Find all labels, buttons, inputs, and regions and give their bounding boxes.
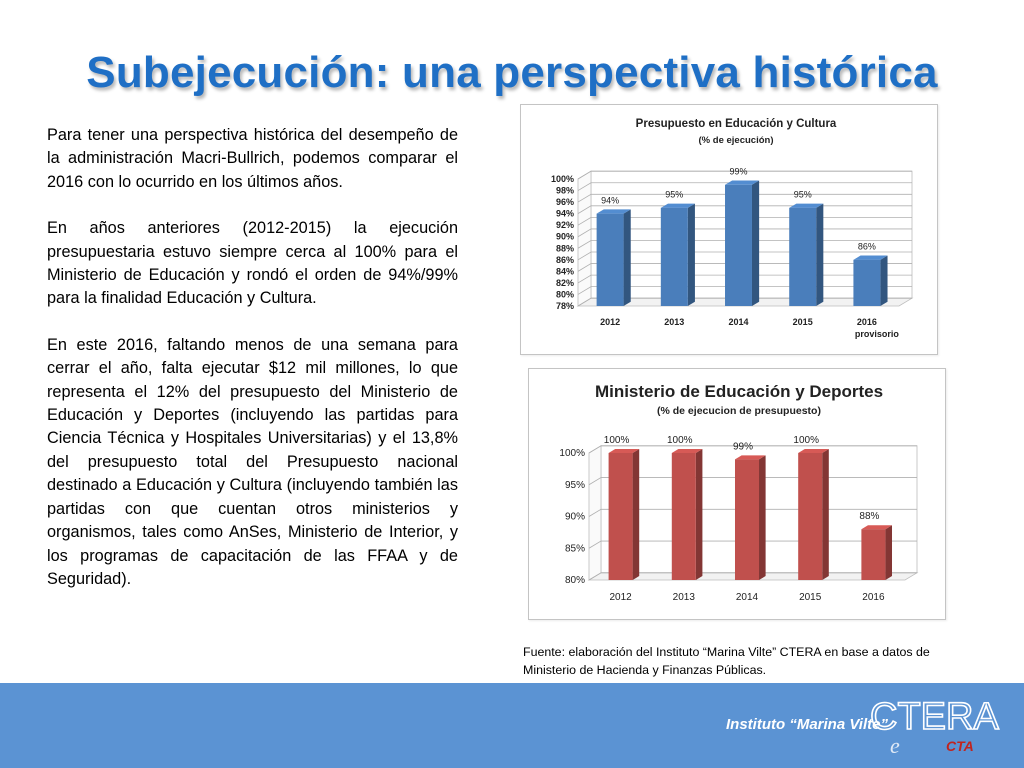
bar-top bbox=[789, 203, 824, 208]
ctera-logo: CTERA e CTA bbox=[869, 695, 1000, 757]
x-tick-sublabel: provisorio bbox=[855, 329, 900, 339]
y-tick-label: 96% bbox=[556, 197, 574, 207]
bar-side bbox=[880, 255, 888, 306]
x-tick-label: 2013 bbox=[664, 317, 684, 327]
bar-side bbox=[687, 203, 695, 306]
paragraph-previous-years: En años anteriores (2012-2015) la ejecuc… bbox=[47, 219, 458, 308]
data-label: 100% bbox=[667, 435, 693, 446]
data-label: 100% bbox=[793, 435, 819, 446]
data-label: 94% bbox=[601, 195, 619, 205]
bar-top bbox=[853, 255, 888, 260]
chart-gridline bbox=[577, 193, 912, 203]
logo-e-mark: e bbox=[890, 733, 900, 757]
data-label: 99% bbox=[733, 441, 753, 452]
x-tick-label: 2014 bbox=[736, 592, 759, 603]
x-tick-label: 2016 bbox=[857, 317, 877, 327]
bar-side bbox=[759, 455, 766, 580]
bar-side bbox=[885, 525, 893, 580]
chart-presupuesto-educacion-cultura: Presupuesto en Educación y Cultura (% de … bbox=[520, 104, 938, 355]
bar-top bbox=[734, 455, 766, 460]
bar bbox=[798, 453, 823, 580]
chart-gridline bbox=[588, 445, 917, 454]
data-label: 99% bbox=[729, 166, 747, 176]
x-tick-label: 2013 bbox=[673, 592, 696, 603]
bar-top bbox=[861, 525, 893, 530]
bar bbox=[853, 259, 881, 306]
y-tick-label: 80% bbox=[565, 575, 585, 586]
source-note: Fuente: elaboración del Instituto “Marin… bbox=[523, 645, 930, 677]
bar-top bbox=[660, 203, 695, 208]
bar-side bbox=[751, 180, 760, 306]
bar-side bbox=[695, 449, 703, 580]
paragraph-intro: Para tener una perspectiva histórica del… bbox=[47, 126, 458, 191]
data-label: 95% bbox=[794, 190, 812, 200]
y-tick-label: 100% bbox=[559, 448, 585, 459]
bar bbox=[789, 207, 817, 306]
data-label: 88% bbox=[859, 511, 879, 522]
y-tick-label: 86% bbox=[556, 255, 574, 265]
x-tick-label: 2016 bbox=[862, 592, 885, 603]
y-tick-label: 98% bbox=[556, 186, 574, 196]
bar-side bbox=[822, 449, 829, 580]
bar-top bbox=[725, 180, 760, 185]
data-label: 86% bbox=[858, 242, 876, 252]
chart-subtitle: (% de ejecución) bbox=[699, 135, 774, 146]
bar bbox=[734, 459, 760, 580]
bar-side bbox=[623, 209, 631, 306]
bar bbox=[608, 453, 633, 580]
bar-top bbox=[608, 449, 640, 453]
bar bbox=[861, 529, 886, 580]
chart-ministerio-educacion: Ministerio de Educación y Deportes (% de … bbox=[528, 368, 946, 620]
bar-side bbox=[632, 449, 640, 580]
x-tick-label: 2012 bbox=[609, 592, 632, 603]
data-label: 100% bbox=[604, 435, 630, 446]
y-tick-label: 88% bbox=[556, 243, 574, 253]
body-text: Para tener una perspectiva histórica del… bbox=[47, 124, 458, 614]
chart-presupuesto-svg: Presupuesto en Educación y Cultura (% de … bbox=[551, 118, 914, 339]
paragraph-2016: En este 2016, faltando menos de una sema… bbox=[47, 335, 458, 588]
x-tick-label: 2015 bbox=[799, 592, 822, 603]
footer-institute-label: Instituto “Marina Vilte” bbox=[726, 716, 888, 733]
y-tick-label: 90% bbox=[565, 512, 585, 523]
bar bbox=[596, 213, 624, 306]
x-tick-label: 2015 bbox=[793, 317, 813, 327]
x-tick-label: 2012 bbox=[600, 317, 620, 327]
bar-top bbox=[671, 449, 703, 453]
y-tick-label: 84% bbox=[556, 266, 574, 276]
chart-gridline bbox=[577, 170, 912, 180]
chart-side-wall bbox=[577, 170, 592, 307]
y-tick-label: 80% bbox=[556, 289, 574, 299]
bar-side bbox=[816, 203, 824, 306]
chart-title: Presupuesto en Educación y Cultura bbox=[636, 118, 837, 130]
chart-gridline bbox=[577, 182, 912, 191]
ctera-logo-text: CTERA bbox=[870, 696, 999, 738]
y-tick-label: 95% bbox=[565, 480, 585, 491]
y-tick-label: 90% bbox=[556, 232, 574, 242]
data-label: 95% bbox=[665, 190, 683, 200]
bar-top bbox=[798, 449, 829, 453]
y-tick-label: 85% bbox=[565, 543, 585, 554]
bar bbox=[725, 184, 752, 306]
y-tick-label: 92% bbox=[556, 220, 574, 230]
cta-badge: CTA bbox=[946, 738, 974, 754]
x-tick-label: 2014 bbox=[728, 317, 748, 327]
bar-top bbox=[596, 209, 631, 214]
footer-band bbox=[0, 683, 1024, 768]
bar bbox=[671, 453, 696, 580]
y-tick-label: 78% bbox=[556, 301, 574, 311]
y-tick-label: 94% bbox=[556, 209, 574, 219]
chart-ministerio-svg: Ministerio de Educación y Deportes (% de … bbox=[559, 382, 919, 603]
y-tick-label: 82% bbox=[556, 278, 574, 288]
chart-subtitle: (% de ejecucion de presupuesto) bbox=[657, 405, 821, 417]
bar bbox=[660, 207, 688, 306]
chart-title: Ministerio de Educación y Deportes bbox=[595, 382, 883, 401]
y-tick-label: 100% bbox=[551, 174, 574, 184]
slide-title: Subejecución: una perspectiva histórica bbox=[86, 48, 938, 97]
